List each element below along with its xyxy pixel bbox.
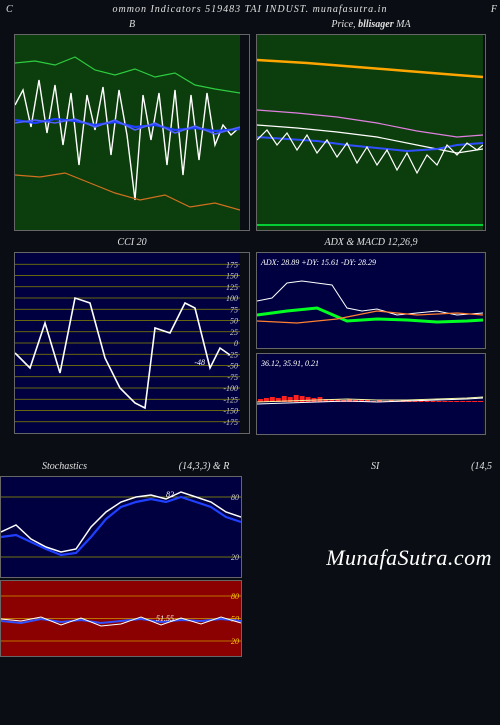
svg-text:20: 20	[231, 637, 239, 646]
panel-adx-chart: ADX: 28.89 +DY: 15.61 -DY: 28.29	[256, 252, 486, 349]
row-1: B Price, bllisager MA	[0, 17, 500, 231]
panel-b-title: B	[14, 17, 250, 34]
price-title-1: Price,	[331, 19, 355, 30]
watermark: MunafaSutra.com	[326, 545, 492, 571]
row-2: CCI 20 1751501251007550250-25-50-75-100-…	[0, 235, 500, 435]
si-right: (14,5	[471, 459, 492, 476]
svg-text:-75: -75	[227, 373, 238, 382]
panel-price-chart	[256, 34, 486, 231]
price-title-3: MA	[396, 19, 410, 30]
svg-text:100: 100	[226, 294, 238, 303]
svg-text:51.55: 51.55	[156, 614, 174, 623]
svg-text:-175: -175	[223, 418, 238, 427]
svg-text:80: 80	[231, 493, 239, 502]
panel-stoch-chart: 208082	[0, 476, 242, 578]
svg-text:25: 25	[230, 328, 238, 337]
svg-text:175: 175	[226, 260, 238, 269]
panel-rsi-chart: 20508051.55	[0, 580, 242, 657]
svg-text:-48: -48	[194, 358, 205, 367]
panel-b-svg	[15, 35, 240, 230]
header-left-char: C	[6, 4, 14, 15]
panel-price-svg	[257, 35, 483, 230]
price-title-2: bllisager	[358, 19, 394, 30]
stoch-title-right: (14,3,3) & R	[179, 459, 230, 476]
svg-text:80: 80	[231, 592, 239, 601]
panel-cci-wrap: CCI 20 1751501251007550250-25-50-75-100-…	[0, 235, 250, 435]
panel-adx-title: ADX & MACD 12,26,9	[256, 235, 486, 252]
svg-text:125: 125	[226, 283, 238, 292]
svg-text:50: 50	[230, 317, 238, 326]
svg-text:-100: -100	[223, 384, 238, 393]
panel-price-title: Price, bllisager MA	[256, 17, 486, 34]
svg-text:ADX: 28.89 +DY: 15.61 -DY: 28.: ADX: 28.89 +DY: 15.61 -DY: 28.29	[260, 258, 376, 267]
svg-text:-150: -150	[223, 407, 238, 416]
panel-macd-chart: 36.12, 35.91, 0.21	[256, 353, 486, 435]
svg-text:-50: -50	[227, 362, 238, 371]
page-header: C ommon Indicators 519483 TAI INDUST. mu…	[0, 0, 500, 17]
row-4: 20508051.55	[0, 580, 500, 657]
panel-adx-macd-wrap: ADX & MACD 12,26,9 ADX: 28.89 +DY: 15.61…	[250, 235, 486, 435]
panel-rsi-svg: 20508051.55	[1, 581, 241, 656]
si-label: SI	[321, 459, 379, 476]
panel-cci-chart: 1751501251007550250-25-50-75-100-125-150…	[14, 252, 250, 434]
panel-b-wrap: B	[0, 17, 250, 231]
panel-cci-title: CCI 20	[14, 235, 250, 252]
svg-text:75: 75	[230, 305, 238, 314]
panel-cci-svg: 1751501251007550250-25-50-75-100-125-150…	[15, 253, 240, 433]
header-title: ommon Indicators 519483 TAI INDUST. muna…	[113, 4, 388, 15]
svg-text:20: 20	[231, 553, 239, 562]
panel-adx-svg: ADX: 28.89 +DY: 15.61 -DY: 28.29	[257, 253, 483, 348]
panel-macd-svg: 36.12, 35.91, 0.21	[257, 354, 483, 434]
svg-text:0: 0	[234, 339, 238, 348]
panel-stoch-svg: 208082	[1, 477, 241, 577]
header-right-char: F	[491, 4, 498, 15]
stoch-title-left: Stochastics	[14, 459, 87, 476]
row-3-titles: Stochastics (14,3,3) & R SI (14,5	[0, 459, 500, 476]
svg-text:150: 150	[226, 272, 238, 281]
panel-price-wrap: Price, bllisager MA	[250, 17, 486, 231]
panel-b-chart	[14, 34, 250, 231]
svg-text:36.12, 35.91, 0.21: 36.12, 35.91, 0.21	[260, 359, 319, 368]
svg-text:-125: -125	[223, 395, 238, 404]
